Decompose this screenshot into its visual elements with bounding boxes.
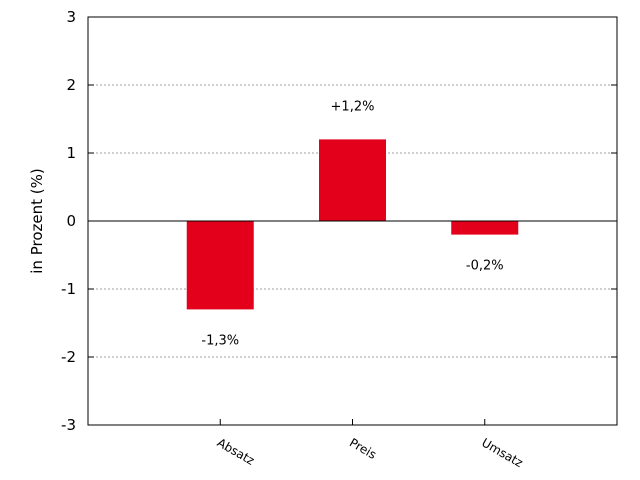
y-tick-label: 2 xyxy=(66,76,76,94)
y-tick-label: 1 xyxy=(66,144,76,162)
data-label: -1,3% xyxy=(201,333,239,348)
x-tick-label: Absatz xyxy=(215,435,257,467)
data-labels: -1,3% +1,2% -0,2% xyxy=(201,99,503,348)
y-tick-label: -2 xyxy=(61,348,76,366)
x-tick-label: Umsatz xyxy=(479,435,525,470)
x-axis-ticks: Absatz Preis Umsatz xyxy=(215,419,525,470)
data-label: +1,2% xyxy=(331,99,375,114)
data-label: -0,2% xyxy=(466,259,504,274)
y-axis-ticks: -3 -2 -1 0 1 2 3 xyxy=(61,8,617,434)
x-tick-label: Preis xyxy=(347,435,379,461)
y-tick-label: -3 xyxy=(61,416,76,434)
bar-umsatz xyxy=(451,221,519,235)
y-axis-title: in Prozent (%) xyxy=(28,168,46,273)
y-tick-label: 3 xyxy=(66,8,76,26)
y-tick-label: 0 xyxy=(66,212,76,230)
bar-absatz xyxy=(186,221,254,310)
bar-preis xyxy=(319,139,386,221)
y-tick-label: -1 xyxy=(61,280,76,298)
bars xyxy=(186,139,519,310)
